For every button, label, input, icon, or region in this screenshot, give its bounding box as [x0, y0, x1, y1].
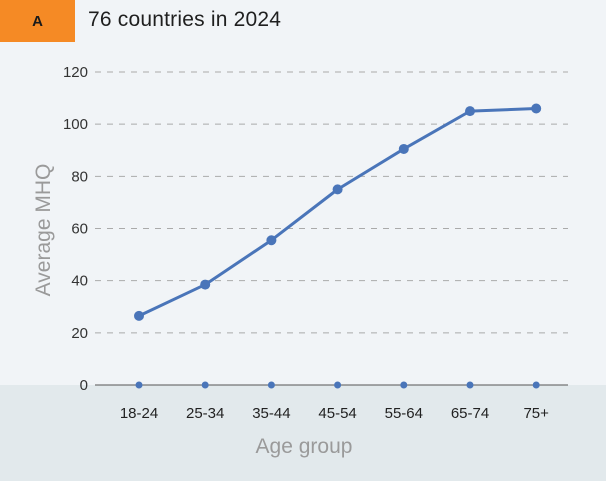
y-tick-label: 80: [71, 168, 88, 185]
x-tick-label: 25-34: [186, 405, 224, 422]
series-line: [138, 107, 537, 318]
series-group: [134, 103, 542, 389]
y-tick-label: 0: [80, 377, 88, 394]
data-point: [267, 381, 275, 389]
data-point: [332, 184, 343, 195]
y-tick-label: 60: [71, 221, 88, 238]
data-point: [135, 381, 143, 389]
data-point: [532, 381, 540, 389]
data-point: [466, 381, 474, 389]
gridlines: [95, 71, 568, 386]
bottom-band: [0, 385, 606, 481]
y-tick-label: 120: [63, 64, 88, 81]
x-tick-label: 35-44: [252, 405, 290, 422]
y-tick-label: 20: [71, 325, 88, 342]
x-axis-label: Age group: [256, 435, 353, 458]
x-tick-label: 45-54: [318, 405, 356, 422]
data-point: [531, 103, 542, 114]
y-axis-label: Average MHQ: [32, 164, 55, 297]
data-point: [200, 279, 211, 290]
data-point: [465, 106, 475, 117]
y-tick-labels: 0 20 40 60 80 100 120: [63, 64, 88, 394]
chart-title: 76 countries in 2024: [88, 8, 282, 31]
y-tick-label: 100: [63, 116, 88, 133]
data-point: [266, 235, 277, 246]
panel-badge: A: [0, 0, 75, 42]
x-tick-label: 65-74: [451, 405, 489, 422]
x-tick-labels: 18-24 25-34 35-44 45-54 55-64 65-74 75+: [120, 405, 549, 422]
x-tick-label: 75+: [523, 405, 549, 422]
data-point: [334, 381, 342, 389]
x-tick-label: 55-64: [385, 405, 423, 422]
y-tick-label: 40: [71, 273, 88, 290]
data-point: [201, 381, 209, 389]
x-tick-label: 18-24: [120, 405, 158, 422]
data-point: [134, 310, 144, 321]
data-point: [398, 143, 409, 154]
data-point: [400, 381, 408, 389]
